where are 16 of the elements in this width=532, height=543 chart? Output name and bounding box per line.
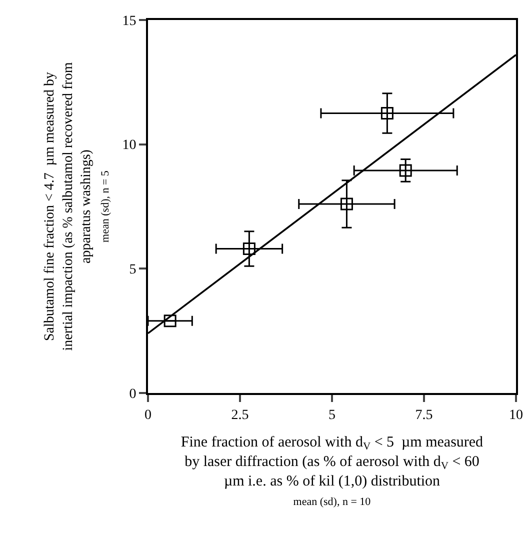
x-tick-label: 7.5: [415, 408, 433, 423]
x-axis-title: Fine fraction of aerosol with d$_{V}$ < 5 µm measured by laser diffraction (as % of aerosol with d$_{V}$ < 60 µm i.e. as % of kil (1,0) distribution mean (sd), n = 10: [180, 434, 484, 508]
point: [164, 314, 176, 328]
x-tick-label: 10: [509, 408, 523, 423]
y-tick-label: 0: [129, 386, 136, 402]
point: [380, 107, 394, 120]
y-tick-label: 5: [129, 262, 136, 278]
point: [399, 164, 412, 177]
point: [340, 198, 353, 210]
point: [242, 242, 256, 256]
x-tick-label: 2.5: [231, 408, 249, 423]
y-tick-label: 10: [122, 138, 136, 154]
y-axis-title: Salbutamol fine fraction < 4.7 µm measured by inertial impaction (as % salbutamol recovered from apparatus washings) mean (sd), n = 5: [42, 62, 112, 351]
x-tick-label: 5: [328, 408, 336, 423]
y-tick-label: 15: [122, 14, 136, 29]
x-tick-label: 0: [144, 408, 152, 423]
